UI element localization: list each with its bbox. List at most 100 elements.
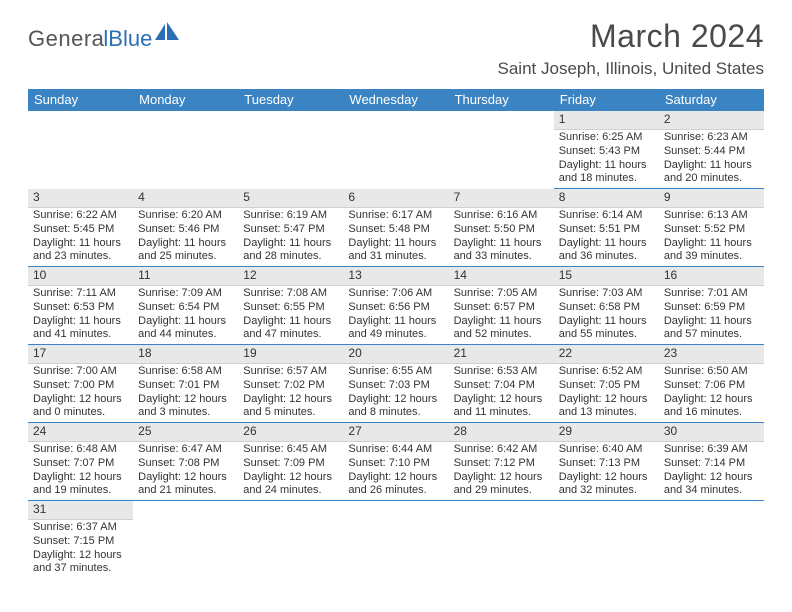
day-body: Sunrise: 6:37 AMSunset: 7:15 PMDaylight:…: [28, 520, 133, 578]
day-day2: and 29 minutes.: [454, 484, 549, 498]
day-day2: and 34 minutes.: [664, 484, 759, 498]
location-label: Saint Joseph, Illinois, United States: [498, 59, 764, 79]
day-cell: [449, 111, 554, 189]
day-day1: Daylight: 12 hours: [138, 471, 233, 485]
day-day2: and 41 minutes.: [33, 328, 128, 342]
day-number: 24: [28, 423, 133, 442]
day-day1: Daylight: 11 hours: [243, 315, 338, 329]
day-cell: 21Sunrise: 6:53 AMSunset: 7:04 PMDayligh…: [449, 345, 554, 423]
logo-text-main: Genera: [28, 26, 104, 52]
day-day1: Daylight: 12 hours: [243, 471, 338, 485]
day-number: 28: [449, 423, 554, 442]
weekday-header: Wednesday: [343, 89, 448, 111]
day-number: 10: [28, 267, 133, 286]
day-sunrise: Sunrise: 6:22 AM: [33, 209, 128, 223]
day-sunrise: Sunrise: 7:03 AM: [559, 287, 654, 301]
day-sunset: Sunset: 7:06 PM: [664, 379, 759, 393]
day-body: Sunrise: 6:53 AMSunset: 7:04 PMDaylight:…: [449, 364, 554, 423]
day-day1: Daylight: 11 hours: [664, 237, 759, 251]
day-sunset: Sunset: 5:44 PM: [664, 145, 759, 159]
day-body: Sunrise: 6:14 AMSunset: 5:51 PMDaylight:…: [554, 208, 659, 267]
day-sunset: Sunset: 5:47 PM: [243, 223, 338, 237]
day-number: 1: [554, 111, 659, 130]
day-number: 14: [449, 267, 554, 286]
week-row: 17Sunrise: 7:00 AMSunset: 7:00 PMDayligh…: [28, 345, 764, 423]
day-body: Sunrise: 6:13 AMSunset: 5:52 PMDaylight:…: [659, 208, 764, 267]
day-sunrise: Sunrise: 6:50 AM: [664, 365, 759, 379]
day-sunset: Sunset: 7:05 PM: [559, 379, 654, 393]
day-body: Sunrise: 6:52 AMSunset: 7:05 PMDaylight:…: [554, 364, 659, 423]
weekday-header-row: SundayMondayTuesdayWednesdayThursdayFrid…: [28, 89, 764, 111]
day-body: Sunrise: 6:40 AMSunset: 7:13 PMDaylight:…: [554, 442, 659, 501]
day-sunset: Sunset: 5:51 PM: [559, 223, 654, 237]
day-sunset: Sunset: 6:56 PM: [348, 301, 443, 315]
day-sunrise: Sunrise: 6:48 AM: [33, 443, 128, 457]
day-number: 11: [133, 267, 238, 286]
week-row: 24Sunrise: 6:48 AMSunset: 7:07 PM Dayligh…: [28, 423, 764, 501]
day-number: 13: [343, 267, 448, 286]
day-day2: and 26 minutes.: [348, 484, 443, 498]
day-cell: 26Sunrise: 6:45 AMSunset: 7:09 PMDayligh…: [238, 423, 343, 501]
day-number: 7: [449, 189, 554, 208]
day-sunrise: Sunrise: 6:57 AM: [243, 365, 338, 379]
day-body: Sunrise: 6:44 AMSunset: 7:10 PMDaylight:…: [343, 442, 448, 501]
day-day1: Daylight: 12 hours: [664, 471, 759, 485]
day-day1: Daylight: 11 hours: [559, 237, 654, 251]
weekday-header: Monday: [133, 89, 238, 111]
day-sunset: Sunset: 5:48 PM: [348, 223, 443, 237]
day-cell: 24Sunrise: 6:48 AMSunset: 7:07 PMDayligh…: [28, 423, 133, 501]
day-day1: Daylight: 11 hours: [243, 237, 338, 251]
day-cell: [238, 501, 343, 579]
day-cell: 25Sunrise: 6:47 AMSunset: 7:08 PMDayligh…: [133, 423, 238, 501]
day-number: 2: [659, 111, 764, 130]
day-cell: 4Sunrise: 6:20 AMSunset: 5:46 PMDaylight…: [133, 189, 238, 267]
day-cell: 7Sunrise: 6:16 AMSunset: 5:50 PMDaylight…: [449, 189, 554, 267]
day-sunset: Sunset: 6:53 PM: [33, 301, 128, 315]
day-sunset: Sunset: 7:10 PM: [348, 457, 443, 471]
week-row: 1Sunrise: 6:25 AMSunset: 5:43 PMDaylight…: [28, 111, 764, 189]
day-day1: Daylight: 12 hours: [138, 393, 233, 407]
day-day1: Daylight: 12 hours: [33, 549, 128, 563]
day-body: Sunrise: 6:42 AMSunset: 7:12 PMDaylight:…: [449, 442, 554, 501]
day-sunrise: Sunrise: 6:25 AM: [559, 131, 654, 145]
day-day2: and 3 minutes.: [138, 406, 233, 420]
day-cell: [238, 111, 343, 189]
day-day1: Daylight: 11 hours: [33, 237, 128, 251]
day-body: Sunrise: 6:39 AMSunset: 7:14 PMDaylight:…: [659, 442, 764, 501]
day-cell: 14Sunrise: 7:05 AMSunset: 6:57 PMDayligh…: [449, 267, 554, 345]
day-day1: Daylight: 11 hours: [138, 315, 233, 329]
day-body: Sunrise: 6:47 AMSunset: 7:08 PMDaylight:…: [133, 442, 238, 501]
day-number: 19: [238, 345, 343, 364]
week-row: 3Sunrise: 6:22 AMSunset: 5:45 PMDaylight…: [28, 189, 764, 267]
day-day1: Daylight: 11 hours: [559, 159, 654, 173]
day-day1: Daylight: 11 hours: [664, 159, 759, 173]
day-sunset: Sunset: 7:07 PM: [33, 457, 128, 471]
day-day1: Daylight: 11 hours: [454, 315, 549, 329]
day-sunset: Sunset: 5:45 PM: [33, 223, 128, 237]
day-day1: Daylight: 11 hours: [33, 315, 128, 329]
day-sunrise: Sunrise: 6:20 AM: [138, 209, 233, 223]
day-sunset: Sunset: 7:13 PM: [559, 457, 654, 471]
day-day2: and 19 minutes.: [33, 484, 128, 498]
day-cell: 10Sunrise: 7:11 AMSunset: 6:53 PMDayligh…: [28, 267, 133, 345]
day-cell: 23Sunrise: 6:50 AMSunset: 7:06 PMDayligh…: [659, 345, 764, 423]
day-cell: 6Sunrise: 6:17 AMSunset: 5:48 PMDaylight…: [343, 189, 448, 267]
day-number: 9: [659, 189, 764, 208]
page-header: GeneralBlue March 2024 Saint Joseph, Ill…: [28, 18, 764, 79]
day-sunrise: Sunrise: 6:13 AM: [664, 209, 759, 223]
day-sunrise: Sunrise: 7:01 AM: [664, 287, 759, 301]
day-sunrise: Sunrise: 6:58 AM: [138, 365, 233, 379]
day-day2: and 31 minutes.: [348, 250, 443, 264]
day-cell: [133, 501, 238, 579]
day-sunset: Sunset: 7:14 PM: [664, 457, 759, 471]
day-number: 18: [133, 345, 238, 364]
day-cell: [343, 111, 448, 189]
day-body: Sunrise: 6:55 AMSunset: 7:03 PMDaylight:…: [343, 364, 448, 423]
day-day2: and 33 minutes.: [454, 250, 549, 264]
day-sunrise: Sunrise: 6:42 AM: [454, 443, 549, 457]
day-cell: 30Sunrise: 6:39 AMSunset: 7:14 PMDayligh…: [659, 423, 764, 501]
day-sunrise: Sunrise: 6:23 AM: [664, 131, 759, 145]
day-body: Sunrise: 7:11 AMSunset: 6:53 PMDaylight:…: [28, 286, 133, 345]
day-sunset: Sunset: 7:04 PM: [454, 379, 549, 393]
day-day2: and 49 minutes.: [348, 328, 443, 342]
